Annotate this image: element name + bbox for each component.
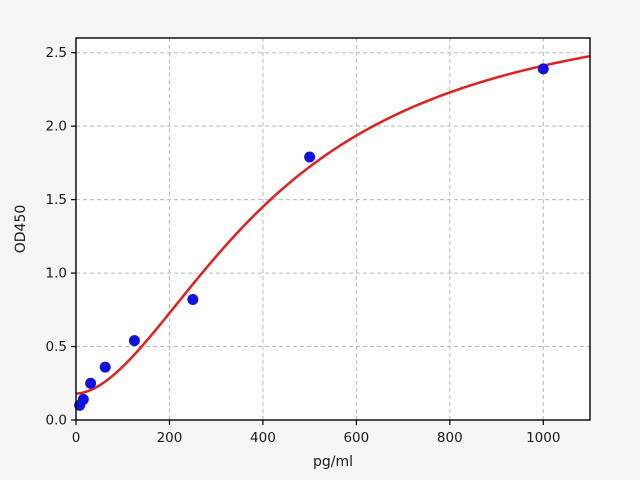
axes-border	[75, 37, 591, 421]
x-tick-label: 0	[72, 430, 81, 446]
gridlines	[76, 38, 590, 420]
data-point	[99, 361, 111, 373]
y-tick-label: 2.5	[46, 45, 67, 61]
data-point	[128, 335, 140, 347]
data-point	[77, 393, 89, 405]
tick-labels: 0 200 400 600 800 1000 0.0 0.5 1.0 1.5 2.0 2.5	[46, 45, 561, 446]
y-tick-label: 0.5	[46, 339, 67, 355]
y-tick-label: 1.5	[46, 192, 67, 208]
fit-curve-layer	[76, 54, 590, 395]
data-point	[85, 377, 97, 389]
y-tick-label: 0.0	[46, 413, 67, 429]
y-tick-label: 1.0	[46, 266, 67, 282]
x-axis-label: pg/ml	[313, 454, 353, 470]
x-tick-label: 1000	[526, 430, 560, 446]
x-tick-label: 600	[343, 430, 369, 446]
x-tick-label: 800	[437, 430, 463, 446]
data-points-layer	[74, 63, 549, 411]
fit-curve	[76, 54, 590, 395]
data-point	[537, 63, 549, 75]
tick-marks	[71, 52, 544, 425]
data-point	[187, 294, 199, 306]
x-tick-label: 400	[250, 430, 276, 446]
y-tick-label: 2.0	[46, 119, 67, 135]
y-axis-label: OD450	[13, 205, 29, 254]
x-tick-label: 200	[157, 430, 183, 446]
plot-area	[76, 38, 590, 420]
data-point	[304, 151, 316, 163]
